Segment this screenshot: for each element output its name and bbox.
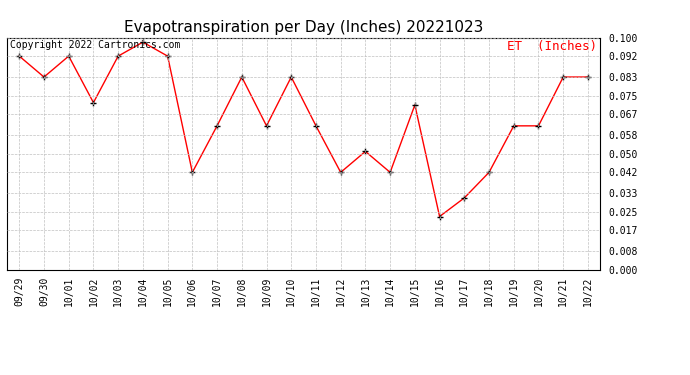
Title: Evapotranspiration per Day (Inches) 20221023: Evapotranspiration per Day (Inches) 2022… xyxy=(124,20,483,35)
Text: Copyright 2022 Cartronics.com: Copyright 2022 Cartronics.com xyxy=(10,40,180,50)
Text: ET  (Inches): ET (Inches) xyxy=(507,40,598,53)
